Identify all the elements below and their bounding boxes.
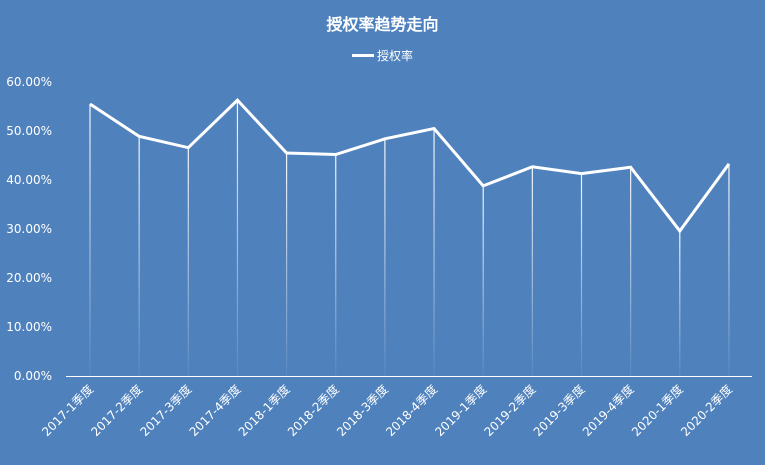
legend-label: 授权率 <box>376 49 413 63</box>
drop-line <box>138 136 140 376</box>
drop-line <box>482 185 484 376</box>
drop-line <box>433 128 435 376</box>
x-tick-label: 2020-1季度 <box>628 382 686 440</box>
drop-line <box>531 166 533 376</box>
x-tick-label: 2018-3季度 <box>333 382 391 440</box>
drop-line <box>630 167 632 376</box>
y-tick-label: 30.00% <box>6 222 52 236</box>
chart-title: 授权率趋势走向 <box>326 15 439 34</box>
drop-line <box>286 153 288 376</box>
drop-line <box>89 104 91 377</box>
legend: 授权率 <box>0 47 765 64</box>
x-tick-label: 2019-3季度 <box>530 382 588 440</box>
x-tick-label: 2018-4季度 <box>383 382 441 440</box>
y-tick-label: 10.00% <box>6 320 52 334</box>
drop-line <box>679 230 681 376</box>
x-tick-label: 2020-2季度 <box>677 382 735 440</box>
legend-swatch <box>351 54 374 57</box>
drop-line <box>728 163 730 376</box>
y-tick-label: 0.00% <box>14 369 52 383</box>
x-tick-label: 2017-2季度 <box>88 382 146 440</box>
drop-line <box>384 138 386 376</box>
x-tick-label: 2017-4季度 <box>186 382 244 440</box>
y-tick-label: 40.00% <box>6 173 52 187</box>
x-tick-label: 2019-4季度 <box>579 382 637 440</box>
drop-line <box>335 154 337 376</box>
y-tick-label: 50.00% <box>6 124 52 138</box>
x-tick-label: 2019-2季度 <box>481 382 539 440</box>
x-tick-label: 2018-2季度 <box>284 382 342 440</box>
drop-line <box>187 147 189 376</box>
x-tick-label: 2018-1季度 <box>235 382 293 440</box>
y-tick-label: 60.00% <box>6 75 52 89</box>
drop-line <box>580 173 583 376</box>
x-tick-label: 2019-1季度 <box>432 382 490 440</box>
x-tick-label: 2017-1季度 <box>38 382 96 440</box>
series-line <box>89 97 731 234</box>
y-tick-label: 20.00% <box>6 271 52 285</box>
drop-line <box>236 100 239 376</box>
x-tick-label: 2017-3季度 <box>137 382 195 440</box>
